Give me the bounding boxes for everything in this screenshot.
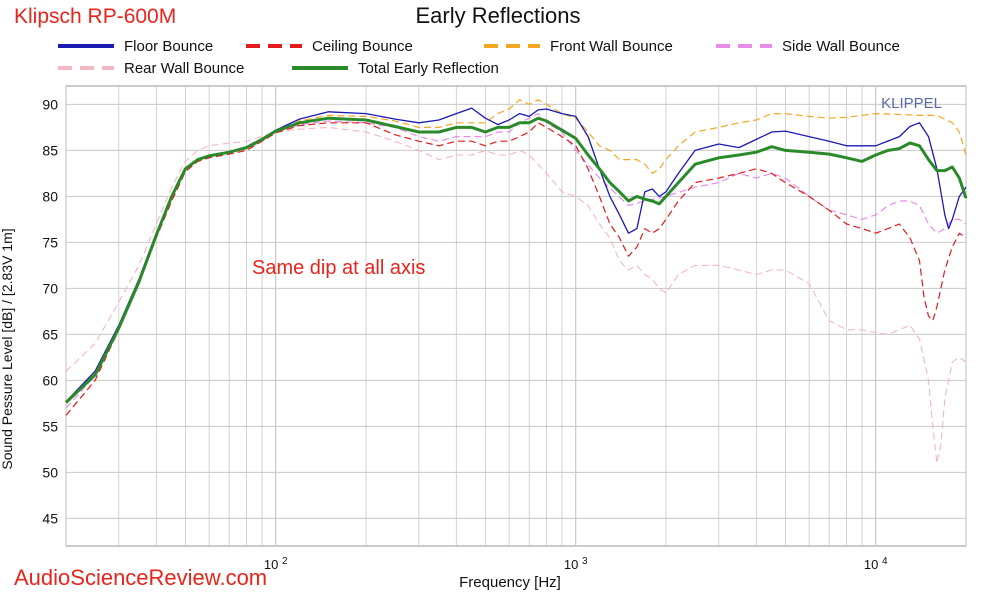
- x-axis-label: Frequency [Hz]: [459, 574, 561, 591]
- logo-klippel: KLIPPEL: [881, 95, 942, 112]
- x-tick-label: 10 2: [264, 556, 288, 572]
- x-tick-label: 10 3: [564, 556, 588, 572]
- y-tick-label: 55: [42, 418, 58, 434]
- annotation-text: Same dip at all axis: [252, 257, 425, 279]
- chart-title: Early Reflections: [415, 3, 580, 28]
- grid: [65, 86, 967, 546]
- y-tick-label: 85: [42, 142, 58, 158]
- plot-area: 45 50 55 60 65 70 75 80 85 90 10 2 10 3 10 4: [42, 85, 968, 572]
- legend: Floor Bounce Ceiling Bounce Front Wall Bou…: [58, 38, 900, 77]
- y-tick-label: 60: [42, 372, 58, 388]
- legend-label: Total Early Reflection: [358, 60, 499, 77]
- legend-label: Floor Bounce: [124, 38, 213, 55]
- y-tick-label: 45: [42, 510, 58, 526]
- y-tick-label: 90: [42, 96, 58, 112]
- legend-label: Ceiling Bounce: [312, 38, 413, 55]
- series-line-side-wall-bounce: [65, 113, 967, 409]
- y-axis-label: Sound Pessure Level [dB] / [2.83V 1m]: [0, 228, 15, 469]
- x-tick-label: 10 4: [864, 556, 888, 572]
- series-line-rear-wall-bounce: [65, 126, 967, 464]
- y-tick-label: 65: [42, 326, 58, 342]
- y-tick-label: 70: [42, 280, 58, 296]
- watermark: AudioScienceReview.com: [14, 565, 267, 590]
- legend-label: Side Wall Bounce: [782, 38, 900, 55]
- plot-frame: [65, 85, 967, 547]
- y-tick-label: 50: [42, 464, 58, 480]
- y-tick-label: 80: [42, 188, 58, 204]
- legend-label: Front Wall Bounce: [550, 38, 673, 55]
- x-tick-labels: 10 2 10 3 10 4: [264, 556, 888, 572]
- series-lines: [64, 99, 968, 464]
- y-tick-labels: 45 50 55 60 65 70 75 80 85 90: [42, 96, 58, 526]
- y-tick-label: 75: [42, 234, 58, 250]
- legend-label: Rear Wall Bounce: [124, 60, 244, 77]
- brand-title: Klipsch RP-600M: [14, 5, 176, 28]
- series-line-ceiling-bounce: [65, 122, 967, 416]
- series-line-total-early-reflection: [64, 116, 968, 404]
